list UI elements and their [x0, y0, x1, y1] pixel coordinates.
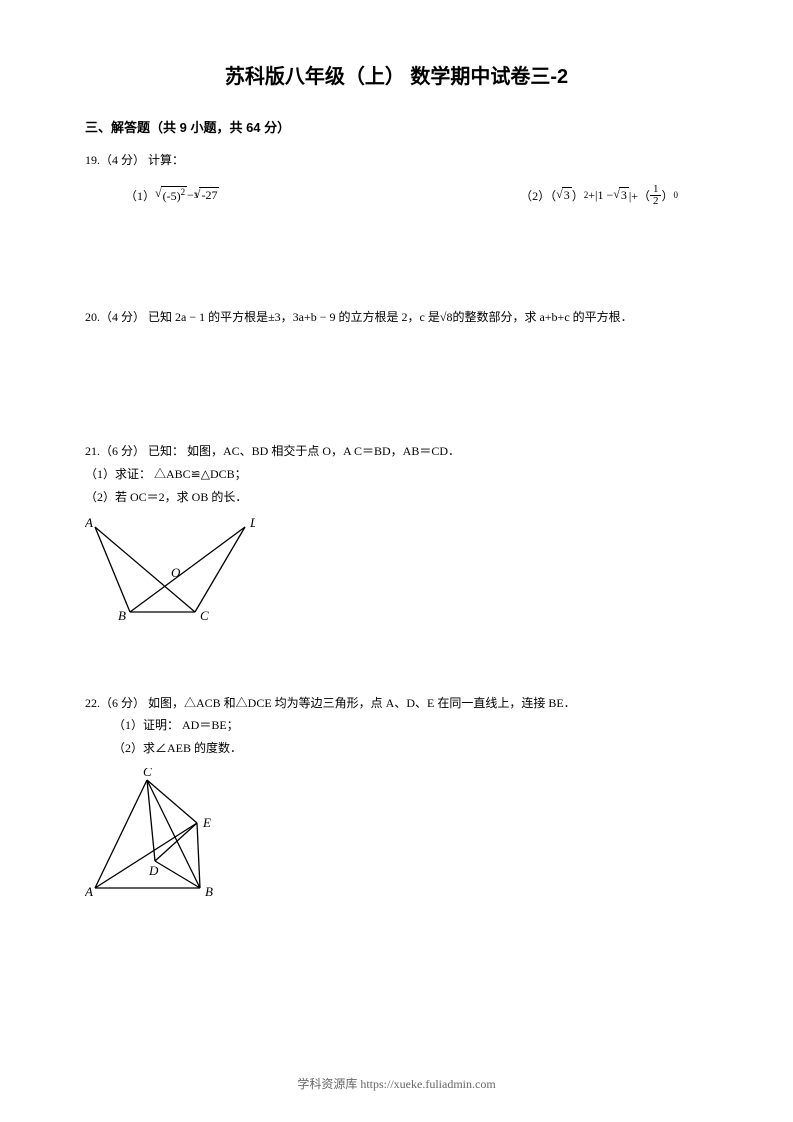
q19-p2-end: ）: [661, 187, 673, 204]
figure-q22: A B C D E: [85, 768, 708, 898]
q19-p2-after1: ）: [572, 187, 584, 204]
q19-part2: （2）（ √ 3 ） 2 +|1 − √ 3 |+（ 1 2 ） 0: [520, 184, 678, 207]
question-22-line1: 22.（6 分） 如图，△ACB 和△DCE 均为等边三角形，点 A、D、E 在…: [85, 692, 708, 715]
page-title: 苏科版八年级（上） 数学期中试卷三-2: [85, 60, 708, 89]
cbrt-icon: √ -27: [194, 187, 220, 203]
svg-text:B: B: [205, 884, 213, 898]
svg-text:B: B: [118, 608, 126, 622]
geometry-figure-q22: A B C D E: [85, 768, 235, 898]
svg-text:E: E: [202, 815, 211, 830]
q19-part1-label: （1）: [125, 187, 155, 204]
q19-p2-sup0: 0: [674, 190, 679, 200]
svg-text:D: D: [148, 863, 159, 878]
question-19-subitems: （1） √ (-5)2 − 3 √ -27 （2）（ √ 3 ） 2 +|1 −…: [85, 184, 708, 207]
sqrt-icon: √ (-5)2: [155, 186, 187, 204]
sqrt-icon: √ 3: [556, 187, 572, 203]
svg-text:D: D: [249, 517, 255, 530]
svg-text:A: A: [85, 517, 93, 530]
question-22-line3: （2）求∠AEB 的度数．: [113, 737, 708, 760]
geometry-figure-q21: A D B C O: [85, 517, 255, 622]
question-22-line2: （1）证明： AD＝BE；: [113, 714, 708, 737]
q19-p2-label: （2）（: [520, 187, 556, 204]
q19-p2-after2: |+（: [629, 187, 650, 204]
q19-sqrt-sup: 2: [181, 187, 186, 197]
frac-num: 1: [650, 184, 662, 196]
q19-sqrt3: 3: [562, 187, 572, 203]
question-20: 20.（4 分） 已知 2a − 1 的平方根是±3，3a+b − 9 的立方根…: [85, 307, 708, 329]
question-21-line3: （2）若 OC＝2，求 OB 的长．: [85, 486, 708, 509]
svg-text:C: C: [143, 768, 152, 779]
question-21-line2: （1）求证： △ABC≌△DCB；: [85, 463, 708, 486]
sqrt-icon: √ 3: [613, 187, 629, 203]
figure-q21: A D B C O: [85, 517, 708, 622]
page-footer: 学科资源库 https://xueke.fuliadmin.com: [0, 1075, 793, 1092]
q19-sqrt-body: (-5): [163, 189, 181, 203]
question-21-line1: 21.（6 分） 已知： 如图，AC、BD 相交于点 O，A C＝BD，AB＝C…: [85, 440, 708, 463]
q19-p2-mid: +|1 −: [588, 188, 613, 203]
svg-text:C: C: [200, 608, 209, 622]
q19-sqrt3b: 3: [619, 187, 629, 203]
fraction: 1 2: [650, 184, 662, 207]
section-header: 三、解答题（共 9 小题，共 64 分）: [85, 117, 708, 136]
svg-text:O: O: [171, 565, 181, 580]
svg-text:A: A: [85, 884, 93, 898]
frac-den: 2: [650, 196, 662, 207]
q19-minus: −: [187, 188, 194, 203]
q19-part1: （1） √ (-5)2 − 3 √ -27: [125, 184, 219, 207]
q19-cbrt-body: -27: [199, 187, 219, 203]
question-19-header: 19.（4 分） 计算：: [85, 150, 708, 172]
